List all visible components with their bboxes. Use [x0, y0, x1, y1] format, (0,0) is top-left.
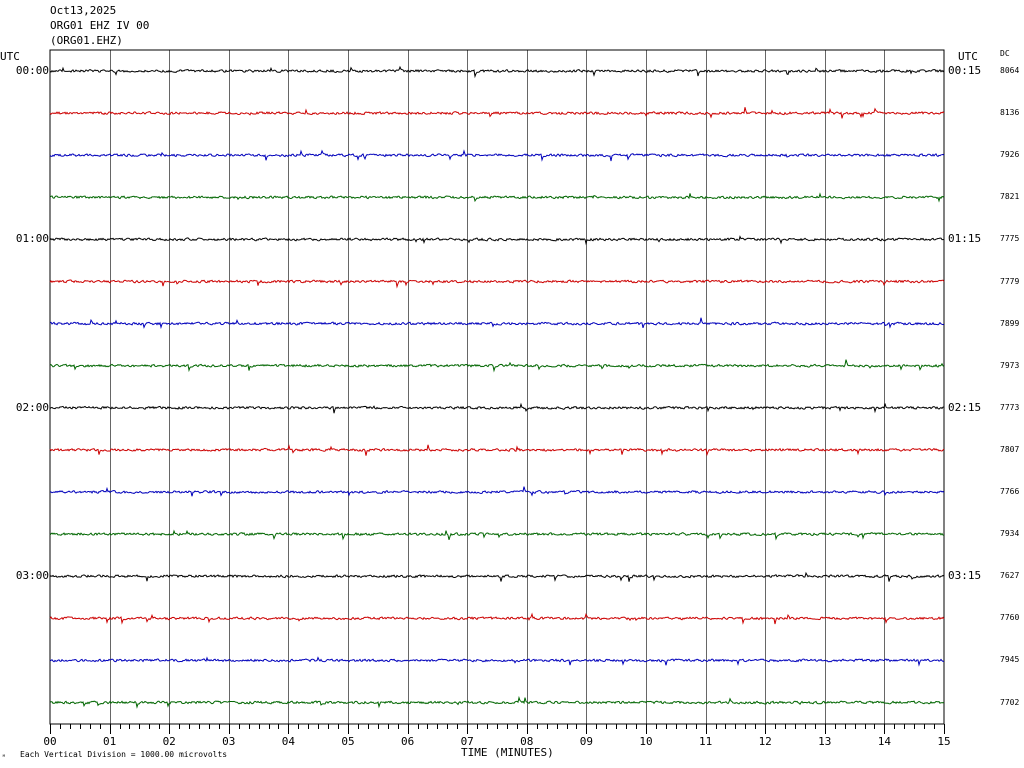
row-dc-value: 7702	[1000, 697, 1020, 707]
row-dc-value: 7779	[1000, 276, 1020, 286]
row-dc-value: 8136	[1000, 108, 1020, 118]
trace-line	[49, 192, 945, 203]
x-tick-label: 11	[698, 735, 713, 748]
row-dc-value: 7807	[1000, 444, 1020, 454]
trace-line	[49, 656, 945, 667]
date-label: Oct13,2025	[50, 4, 117, 17]
row-dc-value: 7773	[1000, 402, 1020, 412]
trace-line	[49, 65, 945, 79]
utc-left-label: UTC	[0, 50, 20, 63]
corner-mark: ᴹ	[2, 754, 6, 761]
row-start-time: 03:00	[15, 569, 49, 583]
x-tick-label: 05	[341, 735, 355, 748]
x-tick-label: 10	[639, 735, 653, 748]
x-tick-label: 09	[579, 735, 594, 748]
dc-label: DC	[1000, 49, 1010, 58]
trace-line	[49, 571, 945, 583]
row-dc-value: 7775	[1000, 234, 1020, 244]
trace-line	[49, 279, 945, 289]
row-dc-value: 7926	[1000, 150, 1020, 160]
x-tick-label: 13	[818, 735, 832, 748]
trace-line	[49, 695, 945, 709]
row-dc-value: 7899	[1000, 318, 1020, 328]
station-label: ORG01 EHZ IV 00	[50, 19, 150, 32]
trace-line	[49, 359, 945, 373]
x-tick-label: 03	[222, 735, 236, 748]
row-dc-value: 7934	[1000, 529, 1020, 539]
x-axis-title: TIME (MINUTES)	[461, 746, 554, 759]
trace-line	[49, 486, 945, 497]
trace-line	[49, 235, 945, 246]
channel-label: (ORG01.EHZ)	[50, 34, 123, 47]
row-dc-value: 7973	[1000, 360, 1020, 370]
trace-line	[49, 444, 945, 457]
x-tick-label: 06	[400, 735, 415, 748]
row-end-time: 02:15	[948, 400, 982, 414]
x-tick-label: 15	[937, 735, 951, 748]
x-tick-label: 00	[43, 735, 57, 748]
row-dc-value: 7760	[1000, 613, 1020, 623]
row-dc-value: 7945	[1000, 655, 1020, 665]
row-end-time: 01:15	[948, 232, 982, 246]
trace-line	[49, 149, 945, 162]
row-end-time: 03:15	[948, 569, 982, 583]
row-dc-value: 8064	[1000, 66, 1020, 75]
scale-note: Each Vertical Division = 1000.00 microvo…	[20, 750, 228, 759]
trace-line	[49, 107, 945, 119]
row-start-time: 02:00	[15, 400, 49, 414]
x-tick-label: 04	[281, 735, 296, 748]
x-tick-label: 12	[758, 735, 772, 748]
row-dc-value: 7627	[1000, 571, 1020, 581]
row-start-time: 00:00	[15, 64, 49, 77]
trace-line	[49, 529, 945, 541]
x-tick-label: 08	[520, 735, 534, 748]
x-tick-label: 01	[102, 735, 117, 748]
plot-frame	[49, 49, 945, 725]
row-dc-value: 7821	[1000, 192, 1020, 202]
row-end-time: 00:15	[948, 64, 982, 77]
x-tick-label: 14	[877, 735, 892, 748]
x-tick-label: 07	[460, 735, 474, 748]
trace-line	[49, 402, 945, 414]
trace-line	[49, 317, 945, 330]
row-start-time: 01:00	[15, 232, 49, 246]
x-tick-label: 02	[162, 735, 176, 748]
trace-line	[49, 612, 945, 625]
utc-right-label: UTC	[958, 50, 978, 63]
row-dc-value: 7766	[1000, 487, 1020, 496]
